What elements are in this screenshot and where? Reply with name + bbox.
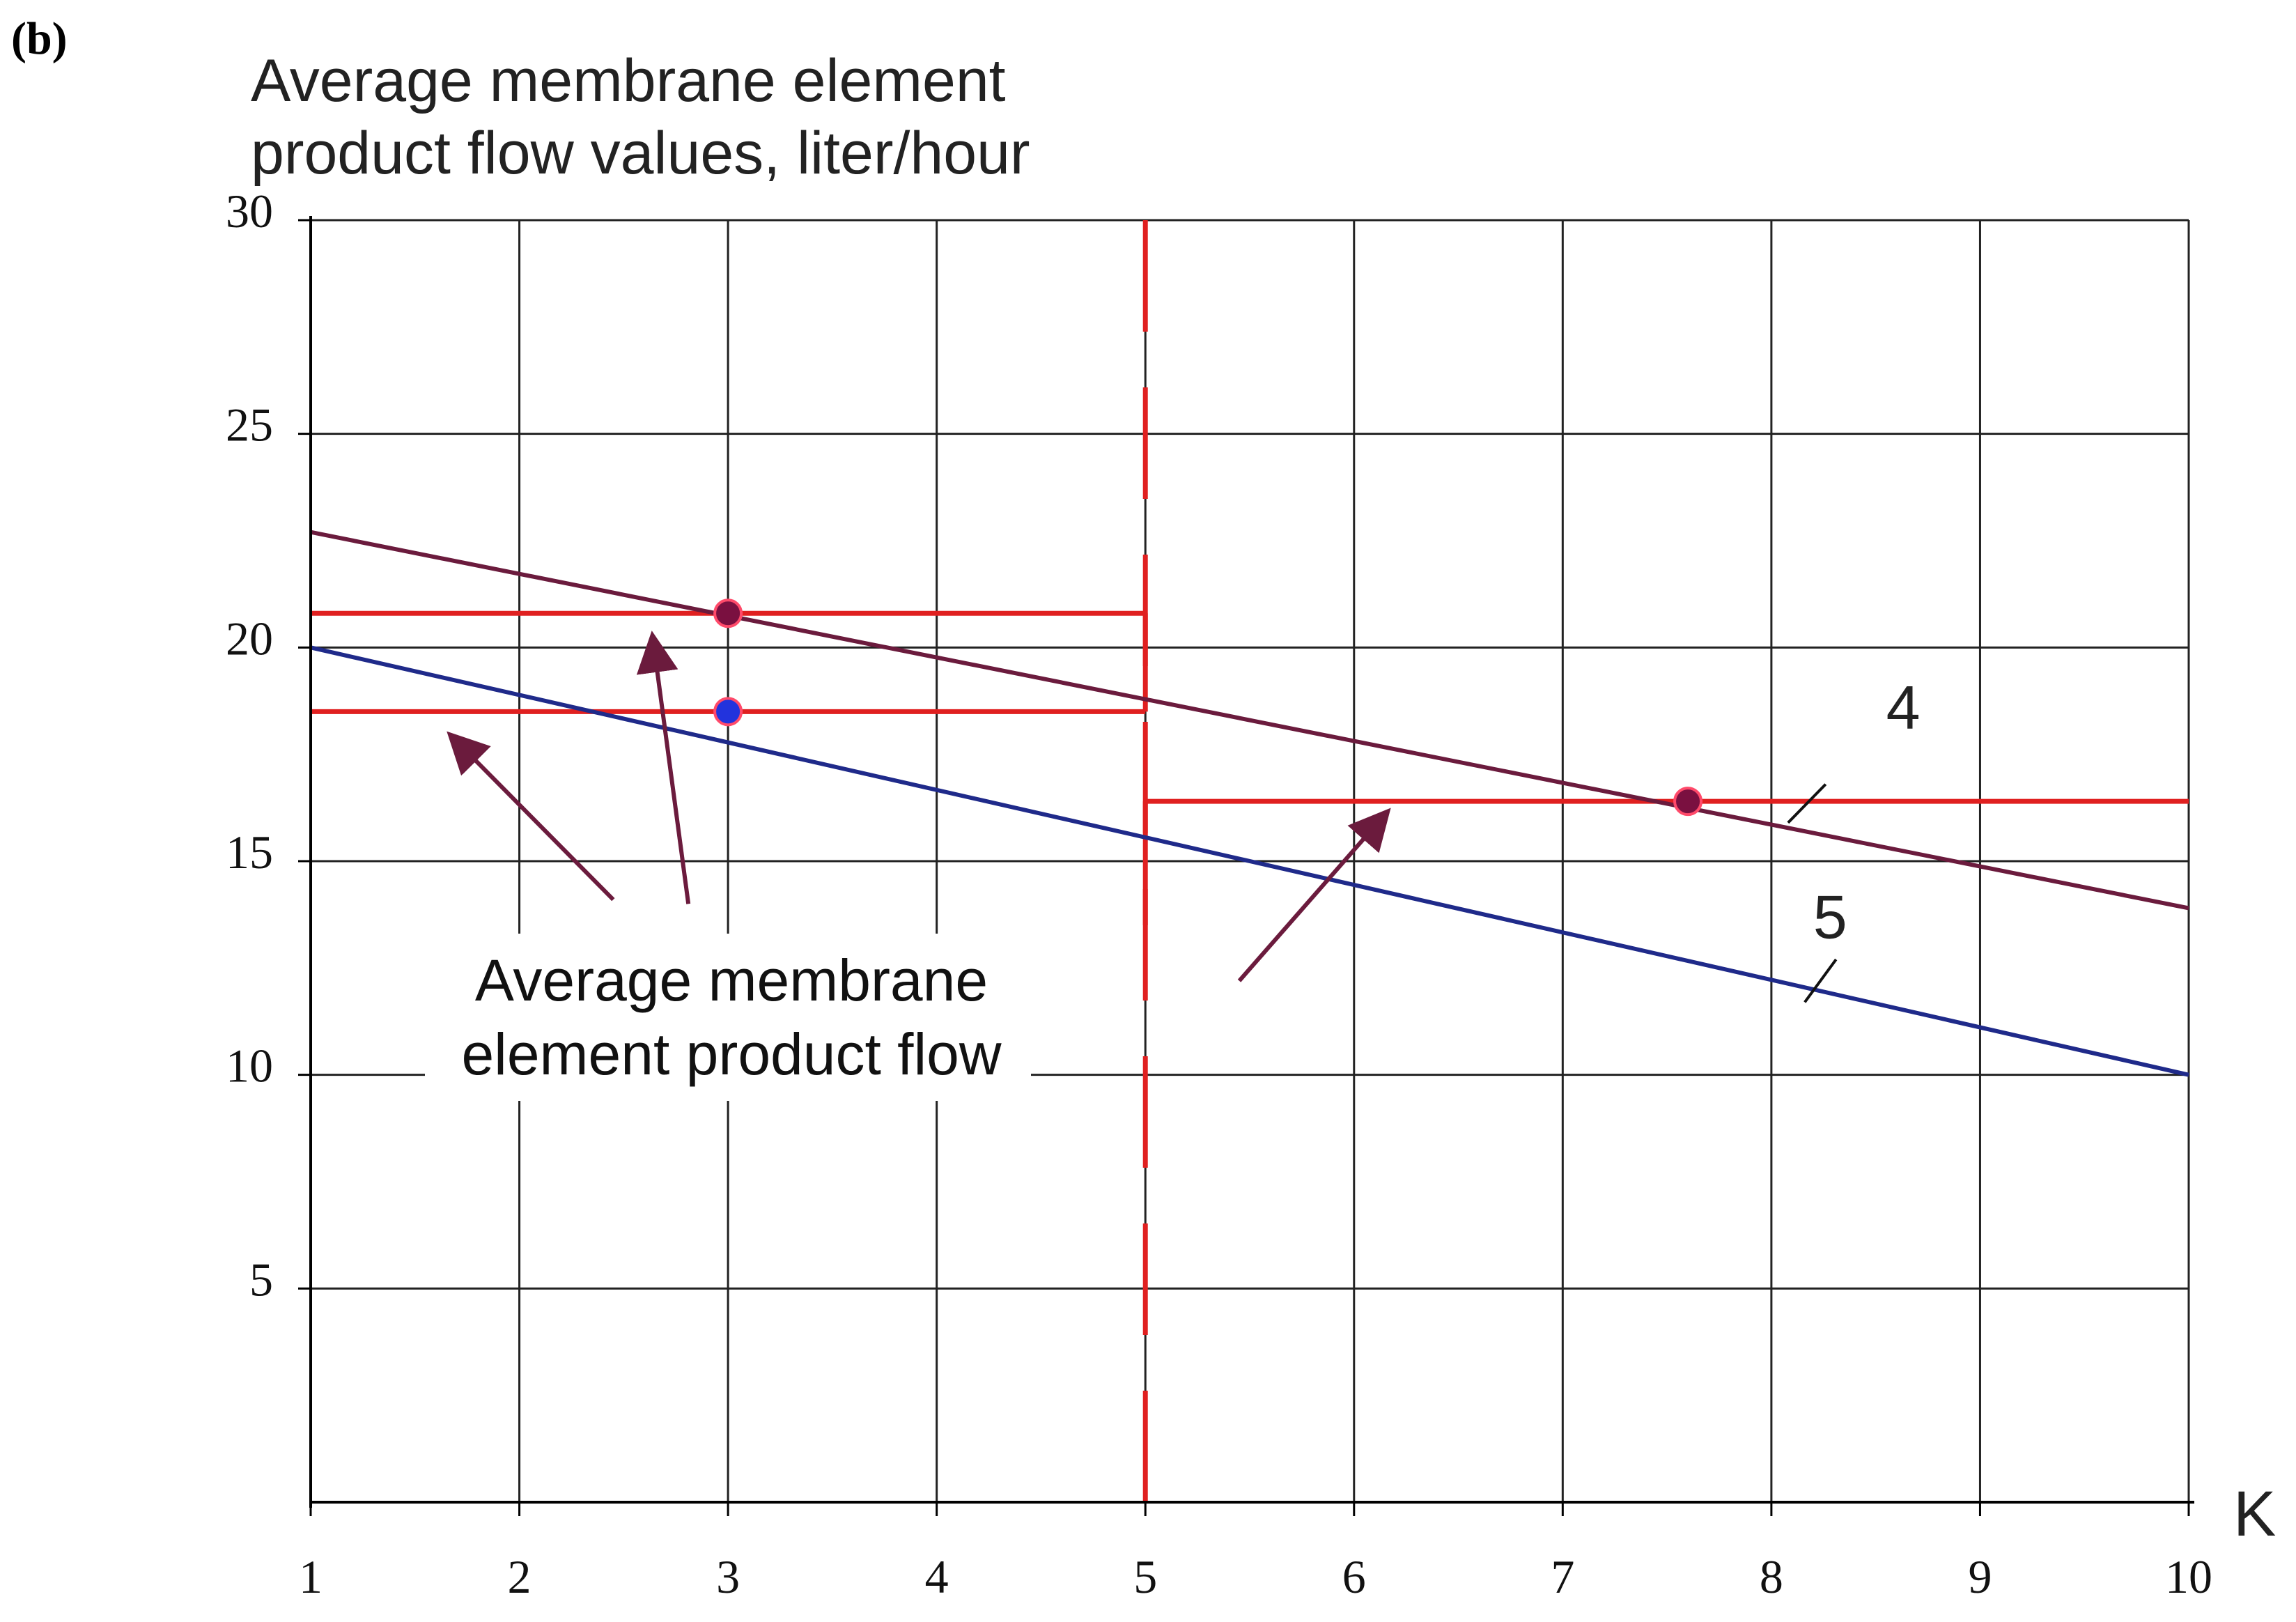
series-line-4 [310,530,2189,911]
x-tick-label: 1 [299,1550,323,1603]
axes: 1 2 3 4 5 6 7 8 9 10 5 10 15 20 25 30 K [226,185,2276,1603]
x-tick-label: 7 [1551,1550,1574,1603]
curve-label-tick [1787,783,1827,824]
x-tick-label: 9 [1968,1550,1992,1603]
y-tick-label: 10 [226,1040,273,1092]
annotation-arrow [636,631,691,904]
y-axis-label-line: Average membrane element [251,47,1006,114]
x-axis-label: K [2233,1478,2276,1550]
y-tick-label: 30 [226,185,273,238]
panel-label: (b) [11,13,68,64]
x-tick-label: 2 [508,1550,532,1603]
y-tick-label: 25 [226,399,273,451]
x-tick-label: 5 [1133,1550,1157,1603]
data-point [713,598,743,628]
annotation-background [425,934,1031,1101]
curve-label: 5 [1813,882,1847,951]
data-point [713,697,743,727]
series [310,530,2189,1077]
data-point [1673,787,1703,817]
x-tick-label: 8 [1760,1550,1783,1603]
annotation-text-line: Average membrane [475,948,988,1013]
series-line-5 [310,645,2189,1077]
y-axis-label-line: product flow values, liter/hour [251,120,1030,187]
x-tick-label: 3 [716,1550,740,1603]
grid [311,219,2190,1502]
y-tick-label: 15 [226,826,273,879]
annotation-arrow [1237,808,1391,982]
y-tick-label: 20 [226,612,273,665]
annotation-text-line: element product flow [461,1021,1001,1087]
x-tick-label: 6 [1342,1550,1366,1603]
points [713,598,1703,817]
x-tick-label: 4 [925,1550,949,1603]
curve-label: 4 [1886,673,1921,742]
annotation-arrow [447,731,615,902]
curve-label-tick [1804,958,1838,1003]
x-tick-label: 10 [2165,1550,2212,1603]
y-tick-label: 5 [249,1253,273,1306]
annotation: Average membrane element product flow 4 5 [425,631,1921,1101]
